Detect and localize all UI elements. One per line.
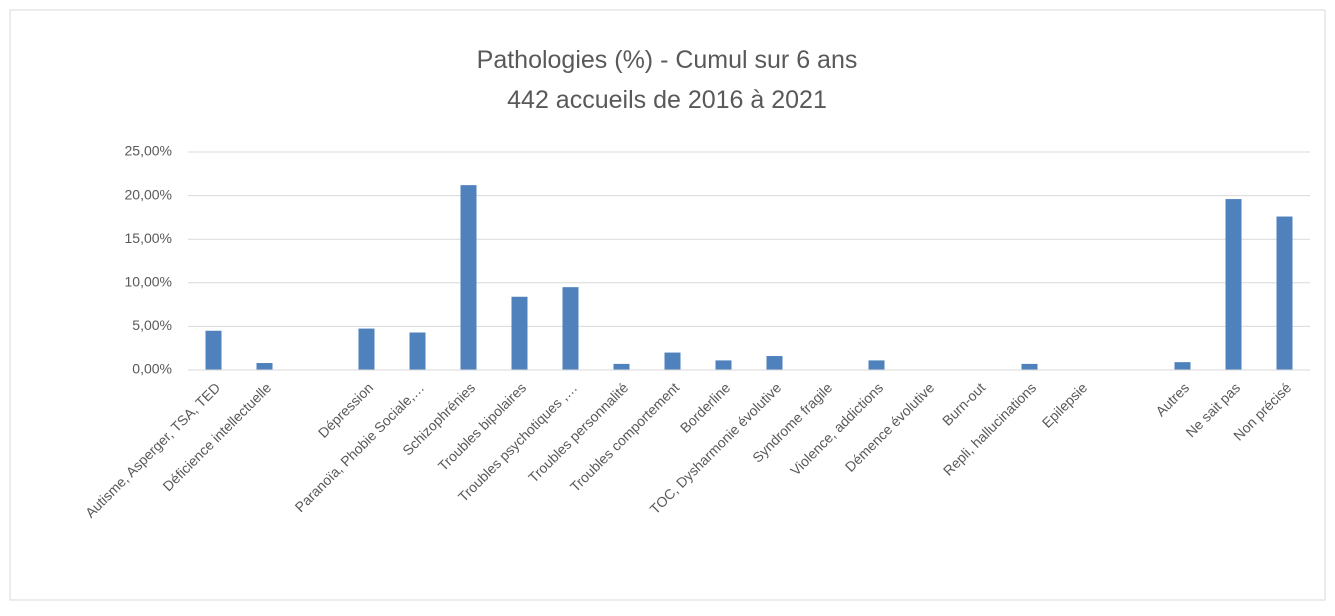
y-tick-label: 25,00% xyxy=(125,143,172,159)
bar xyxy=(664,352,681,370)
bar xyxy=(868,360,885,370)
bar xyxy=(409,332,426,370)
y-tick-label: 20,00% xyxy=(125,186,172,202)
bar xyxy=(1225,199,1242,370)
y-tick-label: 0,00% xyxy=(132,361,172,377)
y-tick-label: 10,00% xyxy=(125,274,172,290)
bar xyxy=(511,296,528,370)
bar xyxy=(256,363,273,370)
chart-title: Pathologies (%) - Cumul sur 6 ans xyxy=(477,46,858,74)
bar xyxy=(358,328,375,370)
bar xyxy=(205,330,222,370)
bar xyxy=(715,360,732,370)
bar xyxy=(460,185,477,370)
bar xyxy=(1276,216,1293,370)
y-tick-label: 15,00% xyxy=(125,230,172,246)
bar xyxy=(1021,363,1038,370)
bar xyxy=(1174,362,1191,370)
chart-frame xyxy=(9,9,1326,601)
bar xyxy=(613,363,630,370)
y-tick-label: 5,00% xyxy=(132,317,172,333)
bar xyxy=(766,356,783,370)
chart-subtitle: 442 accueils de 2016 à 2021 xyxy=(507,86,827,114)
bar xyxy=(562,287,579,370)
